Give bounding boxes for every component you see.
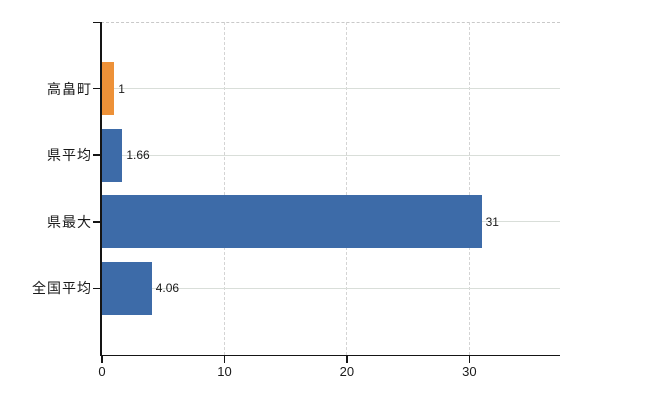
value-label: 1 [118, 81, 125, 96]
bar-高畠町 [102, 62, 115, 116]
x-tick [223, 356, 226, 363]
x-tick-label: 20 [339, 364, 355, 379]
v-gridline [468, 22, 470, 355]
x-tick [346, 356, 348, 363]
y-tick [93, 87, 100, 90]
x-tick [101, 356, 103, 363]
plot-top-border [101, 22, 560, 23]
h-gridline [102, 88, 560, 90]
y-axis-line [100, 22, 102, 356]
h-gridline [102, 154, 560, 156]
x-tick-label: 30 [462, 364, 477, 379]
bar-全国平均 [102, 261, 152, 315]
x-axis-line [100, 354, 560, 356]
v-gridline [223, 22, 225, 355]
x-tick [468, 356, 471, 363]
y-tick [93, 221, 100, 223]
value-label: 31 [485, 214, 499, 229]
value-label: 4.06 [155, 281, 180, 296]
y-tick [93, 287, 100, 290]
value-label: 1.66 [126, 148, 150, 163]
y-axis-top-tick [93, 21, 100, 23]
y-tick [93, 154, 100, 156]
bar-県最大 [102, 195, 482, 249]
category-label: 県平均 [47, 147, 92, 164]
category-label: 全国平均 [32, 280, 92, 297]
category-label: 高畠町 [47, 80, 92, 97]
v-gridline [346, 22, 348, 355]
x-tick-label: 10 [217, 364, 232, 379]
bar-県平均 [102, 128, 123, 182]
h-gridline [102, 287, 560, 289]
category-label: 県最大 [47, 213, 92, 230]
x-tick-label: 0 [98, 364, 106, 379]
